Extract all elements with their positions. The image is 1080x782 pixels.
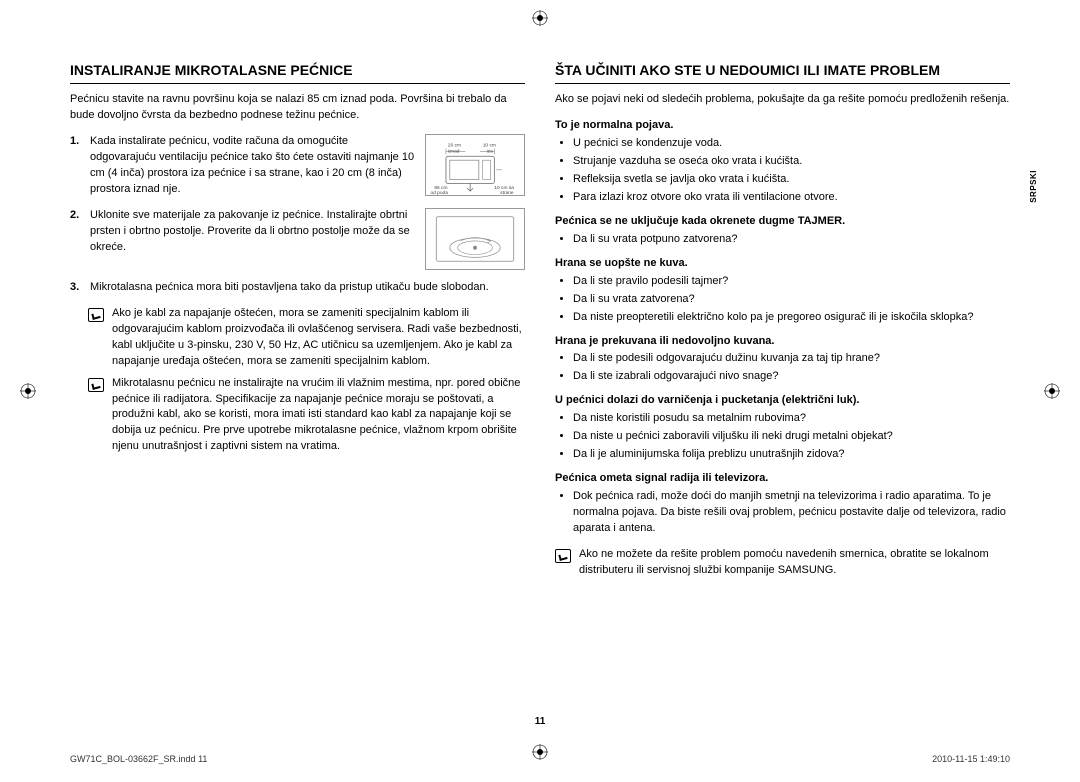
list-item: Da li je aluminijumska folija preblizu u… xyxy=(573,447,1010,463)
svg-text:10 cm: 10 cm xyxy=(483,143,496,149)
s5-title: U pećnici dolazi do varničenja i pucketa… xyxy=(555,393,1010,409)
step-1-text: Kada instalirate pećnicu, vodite računa … xyxy=(90,134,417,198)
s2-title: Pećnica se ne uključuje kada okrenete du… xyxy=(555,214,1010,230)
s6-title: Pećnica ometa signal radija ili televizo… xyxy=(555,471,1010,487)
s5-list: Da niste koristili posudu sa metalnim ru… xyxy=(569,411,1010,463)
step-2-num: 2. xyxy=(70,208,84,270)
note-icon xyxy=(88,308,104,322)
step-1-num: 1. xyxy=(70,134,84,198)
footer-right: 2010-11-15 1:49:10 xyxy=(932,754,1010,764)
right-note-text: Ako ne možete da rešite problem pomoću n… xyxy=(579,547,1010,579)
note-2-text: Mikrotalasnu pećnicu ne instalirajte na … xyxy=(112,376,525,456)
left-intro: Pećnicu stavite na ravnu površinu koja s… xyxy=(70,92,525,124)
note-icon xyxy=(88,378,104,392)
note-1-text: Ako je kabl za napajanje oštećen, mora s… xyxy=(112,306,525,370)
list-item: Strujanje vazduha se oseća oko vrata i k… xyxy=(573,154,1010,170)
list-item: Da li su vrata zatvorena? xyxy=(573,292,1010,308)
s1-title: To je normalna pojava. xyxy=(555,118,1010,134)
figure-clearance: 20 cm iznad 10 cm iza 85 cm od poda 10 c… xyxy=(425,134,525,196)
list-item: Da li ste pravilo podesili tajmer? xyxy=(573,274,1010,290)
right-heading: ŠTA UČINITI AKO STE U NEDOUMICI ILI IMAT… xyxy=(555,60,1010,84)
s1-list: U pećnici se kondenzuje voda. Strujanje … xyxy=(569,136,1010,206)
step-3: 3. Mikrotalasna pećnica mora biti postav… xyxy=(70,280,525,296)
step-3-text: Mikrotalasna pećnica mora biti postavlje… xyxy=(90,280,525,296)
svg-text:iza: iza xyxy=(487,149,493,155)
list-item: Da li ste podesili odgovarajuću dužinu k… xyxy=(573,351,1010,367)
list-item: Dok pećnica radi, može doći do manjih sm… xyxy=(573,489,1010,537)
right-intro: Ako se pojavi neki od sledećih problema,… xyxy=(555,92,1010,108)
list-item: Da niste u pećnici zaboravili viljušku i… xyxy=(573,429,1010,445)
s4-list: Da li ste podesili odgovarajuću dužinu k… xyxy=(569,351,1010,385)
step-3-num: 3. xyxy=(70,280,84,296)
reg-mark-right xyxy=(1044,383,1060,399)
reg-mark-top xyxy=(532,10,548,26)
step-2: 2. Uklonite sve materijale za pakovanje … xyxy=(70,208,525,270)
note-2: Mikrotalasnu pećnicu ne instalirajte na … xyxy=(88,376,525,456)
page-number: 11 xyxy=(535,716,546,727)
s4-title: Hrana je prekuvana ili nedovoljno kuvana… xyxy=(555,334,1010,350)
note-1: Ako je kabl za napajanje oštećen, mora s… xyxy=(88,306,525,370)
footer-left: GW71C_BOL-03662F_SR.indd 11 xyxy=(70,754,207,764)
figure-turntable xyxy=(425,208,525,270)
svg-text:strane: strane xyxy=(500,190,514,195)
svg-text:od poda: od poda xyxy=(430,190,448,195)
language-tab: SRPSKI xyxy=(1029,170,1038,203)
list-item: Para izlazi kroz otvore oko vrata ili ve… xyxy=(573,190,1010,206)
s6-list: Dok pećnica radi, može doći do manjih sm… xyxy=(569,489,1010,537)
left-column: INSTALIRANJE MIKROTALASNE PEĆNICE Pećnic… xyxy=(70,60,525,585)
svg-text:iznad: iznad xyxy=(448,149,460,155)
s3-list: Da li ste pravilo podesili tajmer? Da li… xyxy=(569,274,1010,326)
footer: GW71C_BOL-03662F_SR.indd 11 2010-11-15 1… xyxy=(70,754,1010,764)
step-1: 1. Kada instalirate pećnicu, vodite raču… xyxy=(70,134,525,198)
note-icon xyxy=(555,549,571,563)
list-item: Refleksija svetla se javlja oko vrata i … xyxy=(573,172,1010,188)
s2-list: Da li su vrata potpuno zatvorena? xyxy=(569,232,1010,248)
list-item: U pećnici se kondenzuje voda. xyxy=(573,136,1010,152)
step-2-text: Uklonite sve materijale za pakovanje iz … xyxy=(90,208,417,270)
right-column: ŠTA UČINITI AKO STE U NEDOUMICI ILI IMAT… xyxy=(555,60,1010,585)
list-item: Da niste koristili posudu sa metalnim ru… xyxy=(573,411,1010,427)
s3-title: Hrana se uopšte ne kuva. xyxy=(555,256,1010,272)
list-item: Da li ste izabrali odgovarajući nivo sna… xyxy=(573,369,1010,385)
page-content: INSTALIRANJE MIKROTALASNE PEĆNICE Pećnic… xyxy=(0,0,1080,615)
svg-text:20 cm: 20 cm xyxy=(448,143,461,149)
reg-mark-left xyxy=(20,383,36,399)
left-heading: INSTALIRANJE MIKROTALASNE PEĆNICE xyxy=(70,60,525,84)
list-item: Da niste preopteretili električno kolo p… xyxy=(573,310,1010,326)
right-note: Ako ne možete da rešite problem pomoću n… xyxy=(555,547,1010,579)
list-item: Da li su vrata potpuno zatvorena? xyxy=(573,232,1010,248)
